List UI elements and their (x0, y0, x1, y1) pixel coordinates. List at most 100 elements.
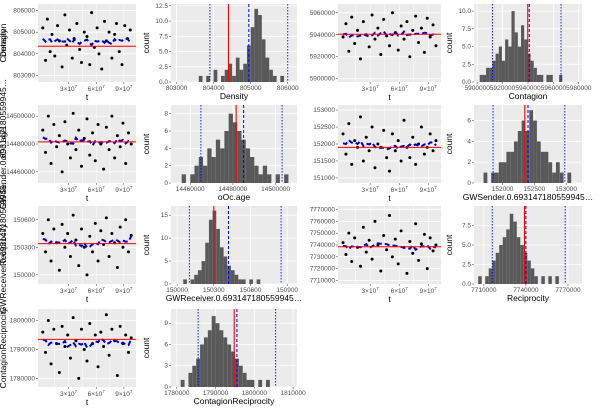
data-point (411, 251, 415, 255)
data-point (57, 134, 61, 138)
y-tick-label: 15 (161, 212, 169, 219)
data-point (93, 333, 97, 337)
x-tick-label: 150900 (276, 287, 298, 294)
data-point (66, 232, 70, 236)
data-point (48, 50, 52, 54)
histogram-bar (230, 270, 235, 284)
data-point (126, 131, 130, 135)
histogram-bar (181, 174, 186, 183)
histogram-bar (267, 174, 272, 183)
data-point (361, 159, 365, 163)
histogram-bar (508, 46, 512, 82)
y-axis-label: GWReceiver.0.693147180559945… (0, 177, 8, 314)
histogram-bar (520, 245, 524, 284)
data-point (422, 152, 426, 156)
data-point (341, 35, 345, 39)
histogram-bar (242, 372, 247, 387)
y-tick-label: 0.0 (462, 79, 471, 86)
data-point (63, 345, 67, 349)
data-point (367, 149, 371, 153)
histogram-bar (265, 57, 270, 82)
histogram-bar (262, 165, 268, 183)
data-point (376, 26, 380, 30)
data-point (425, 267, 429, 271)
y-tick-label: 0 (164, 281, 168, 288)
data-point (379, 269, 383, 273)
histogram-bar (212, 210, 217, 284)
data-point (129, 336, 133, 340)
histogram-bar (219, 247, 224, 284)
data-point (52, 327, 56, 331)
histogram-bar (540, 74, 544, 82)
data-point (124, 333, 128, 337)
y-tick-label: 0 (164, 180, 168, 187)
x-tick-label: 6×107 (88, 286, 106, 295)
data-point (382, 234, 386, 238)
histogram-bar (254, 165, 259, 183)
data-point (100, 67, 104, 71)
y-axis-label: GWSender.0.693147180559945… (0, 79, 8, 209)
y-tick-label: 804000 (13, 51, 35, 58)
y-tick-label: 2 (164, 163, 168, 170)
data-point (44, 58, 48, 62)
data-point (419, 242, 423, 246)
data-point (46, 114, 50, 118)
data-point (104, 313, 108, 317)
histogram-bar (227, 344, 232, 387)
histogram-bar (207, 330, 212, 387)
histogram-bar (540, 151, 545, 183)
y-tick-label: 5920000 (310, 54, 336, 61)
histogram-bar (232, 75, 236, 82)
histogram-bar (190, 279, 195, 284)
data-point (379, 53, 383, 57)
data-point (74, 148, 78, 152)
histogram-bar (498, 162, 503, 183)
y-tick-label: 5960000 (310, 10, 336, 17)
data-point (74, 339, 78, 343)
data-point (411, 28, 415, 32)
data-point (57, 268, 61, 272)
data-point (414, 162, 418, 166)
histogram-bar (228, 113, 233, 183)
histogram-bar (479, 74, 483, 82)
y-tick-label: 6 (467, 118, 471, 125)
histogram-bar (498, 46, 502, 82)
histogram-bar (514, 141, 518, 183)
data-point (347, 49, 351, 53)
histogram-bar (261, 39, 266, 82)
histogram-bar (529, 110, 534, 183)
y-tick-label: 150000 (13, 272, 35, 279)
histogram-bar (552, 172, 556, 183)
histogram-bar (506, 229, 510, 284)
histogram-bar (223, 256, 228, 284)
data-point (344, 252, 348, 256)
data-point (46, 319, 50, 323)
data-point (417, 258, 421, 262)
data-point (56, 24, 60, 28)
x-axis-label: GWReceiver.0.693147180559945… (166, 293, 303, 303)
histogram-bar (258, 174, 263, 183)
x-axis-label: ContagionReciprocity (194, 396, 276, 406)
data-point (419, 125, 423, 129)
data-point (41, 232, 45, 236)
data-point (104, 216, 108, 220)
data-point (373, 37, 377, 41)
x-tick-label: 1810000 (280, 390, 306, 397)
data-point (120, 63, 124, 67)
data-point (388, 213, 391, 217)
y-axis-label: count (444, 234, 454, 255)
histogram-bar (501, 60, 506, 82)
histogram-bar (211, 157, 216, 183)
histogram-bar (243, 63, 247, 82)
data-point (117, 50, 121, 54)
x-tick-label: 153000 (555, 186, 577, 193)
histogram-bar (524, 39, 528, 82)
x-tick-label: 6×107 (88, 185, 106, 194)
data-point (70, 56, 74, 60)
x-tick-label: 9×107 (115, 389, 133, 398)
y-axis-label: count (444, 133, 454, 154)
histogram-bar (525, 131, 530, 183)
x-tick-label: 9×107 (420, 84, 438, 93)
y-tick-label: 5.0 (159, 49, 168, 56)
